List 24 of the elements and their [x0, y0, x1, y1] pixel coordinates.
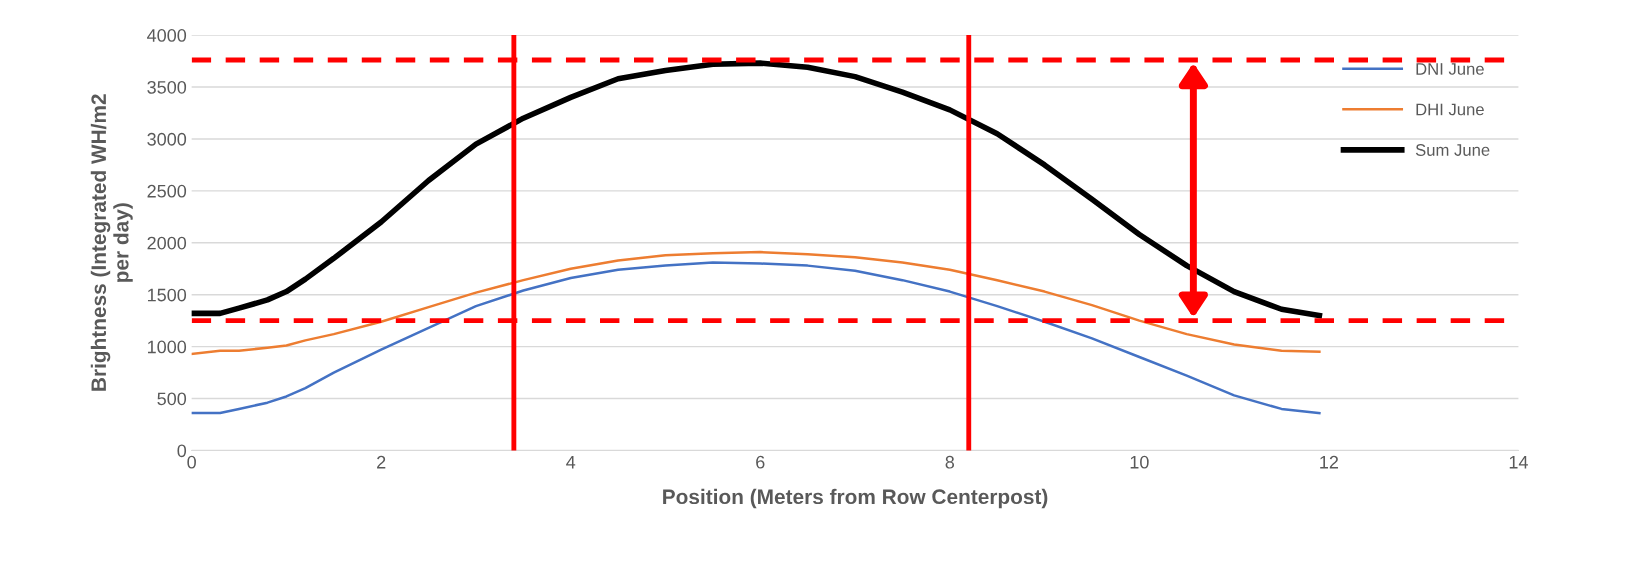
y-tick-label: 500: [157, 392, 187, 406]
y-axis-title: Brightness (Integrated WH/m2 per day): [90, 94, 133, 391]
legend-label: Sum June: [1415, 144, 1490, 156]
y-tick-label: 3500: [147, 80, 187, 94]
legend-label: DHI June: [1416, 103, 1484, 116]
x-axis-title: Position (Meters from Row Centerpost): [663, 488, 1048, 509]
x-tick-label: 6: [756, 455, 765, 469]
y-tick-label: 2000: [147, 236, 187, 250]
x-tick-label: 12: [1320, 455, 1339, 469]
x-tick-label: 0: [187, 455, 196, 469]
legend-label: DNI June: [1416, 63, 1484, 75]
y-tick-label: 4000: [147, 29, 187, 42]
line-series: [191, 250, 1321, 356]
x-tick-label: 4: [566, 455, 576, 469]
y-tick-label: 2500: [147, 184, 187, 198]
x-tick-label: 2: [377, 455, 386, 469]
x-tick-label: 10: [1130, 455, 1149, 469]
line-series: [191, 261, 1321, 415]
y-tick-label: 3000: [147, 132, 187, 146]
y-tick-label: 1000: [148, 340, 187, 354]
y-tick-label: 1500: [148, 288, 187, 302]
x-tick-label: 14: [1509, 455, 1528, 469]
y-tick-label: 0: [177, 444, 187, 458]
x-tick-label: 8: [945, 455, 955, 469]
